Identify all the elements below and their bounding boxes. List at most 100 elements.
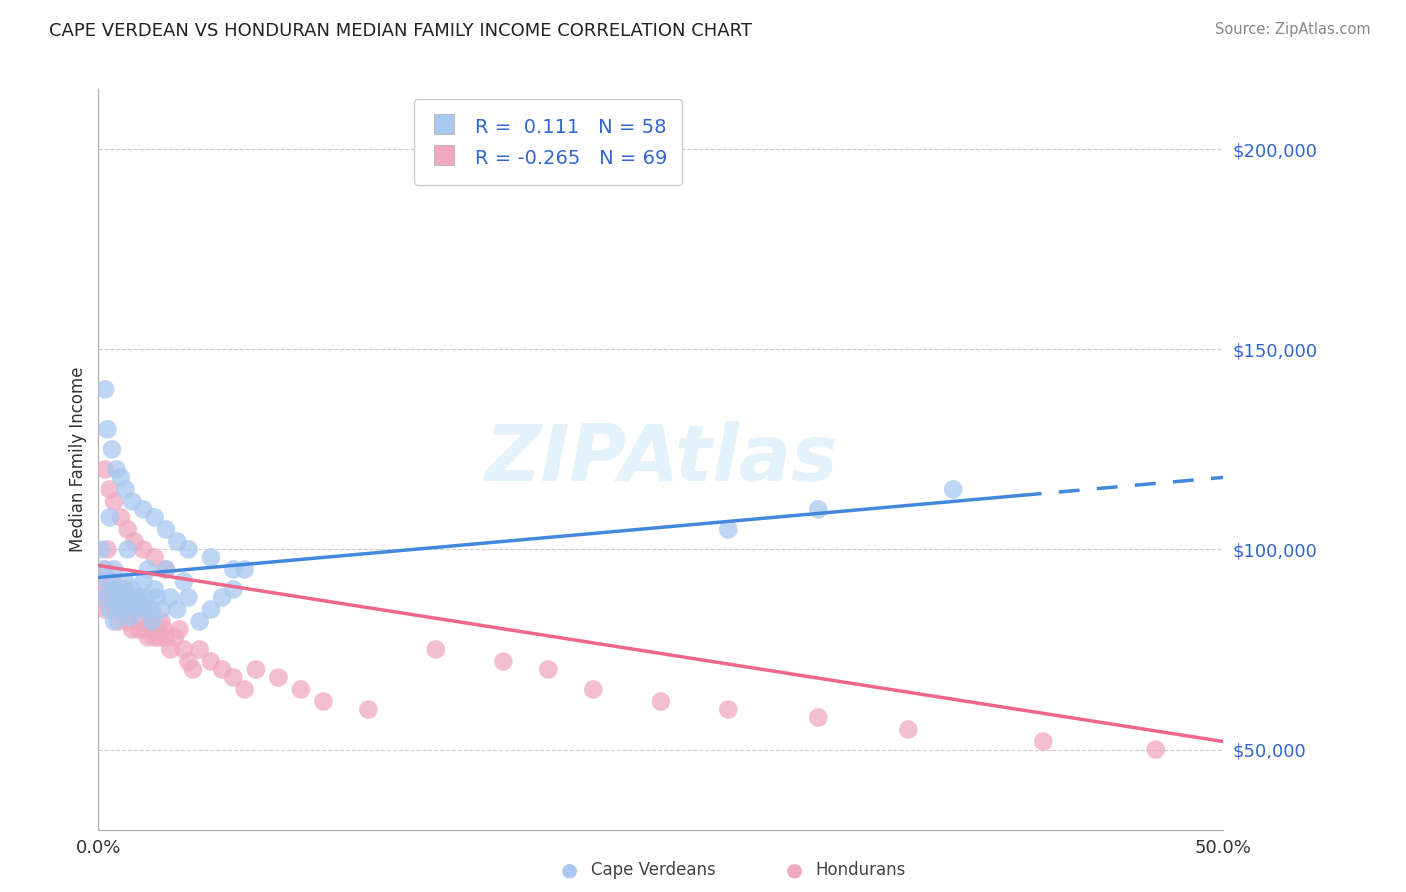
- Point: [177, 655, 200, 669]
- Point: [155, 631, 177, 645]
- Point: [163, 631, 186, 645]
- Point: [125, 599, 148, 613]
- Point: [103, 582, 125, 597]
- Point: [98, 582, 121, 597]
- Point: [152, 623, 174, 637]
- Point: [136, 562, 159, 576]
- Point: [222, 582, 245, 597]
- Point: [169, 623, 191, 637]
- Point: [155, 523, 177, 537]
- Point: [143, 510, 166, 524]
- Point: [118, 602, 141, 616]
- Point: [150, 615, 173, 629]
- Point: [103, 494, 125, 508]
- Point: [94, 462, 117, 476]
- Text: ●: ●: [561, 860, 578, 880]
- Point: [135, 623, 157, 637]
- Point: [166, 534, 188, 549]
- Point: [222, 562, 245, 576]
- Point: [222, 671, 245, 685]
- Point: [146, 623, 169, 637]
- Point: [112, 602, 135, 616]
- Point: [1032, 734, 1054, 748]
- Point: [105, 462, 128, 476]
- Text: ZIPAtlas: ZIPAtlas: [484, 421, 838, 498]
- Point: [1144, 742, 1167, 756]
- Point: [211, 591, 233, 605]
- Point: [98, 591, 121, 605]
- Point: [357, 702, 380, 716]
- Point: [136, 631, 159, 645]
- Point: [807, 710, 830, 724]
- Point: [121, 494, 143, 508]
- Point: [103, 562, 125, 576]
- Point: [124, 594, 146, 608]
- Point: [94, 562, 117, 576]
- Point: [117, 615, 139, 629]
- Point: [101, 574, 124, 589]
- Point: [290, 682, 312, 697]
- Point: [96, 542, 118, 557]
- Point: [101, 442, 124, 457]
- Point: [117, 591, 139, 605]
- Point: [177, 591, 200, 605]
- Point: [107, 615, 129, 629]
- Point: [90, 591, 112, 605]
- Point: [129, 602, 152, 616]
- Point: [114, 582, 136, 597]
- Point: [132, 542, 155, 557]
- Point: [110, 510, 132, 524]
- Point: [173, 642, 195, 657]
- Point: [114, 574, 136, 589]
- Point: [650, 694, 672, 708]
- Point: [110, 582, 132, 597]
- Point: [807, 502, 830, 516]
- Point: [117, 591, 139, 605]
- Text: ●: ●: [786, 860, 803, 880]
- Point: [128, 591, 150, 605]
- Point: [233, 682, 256, 697]
- Point: [101, 582, 124, 597]
- Point: [537, 663, 560, 677]
- Point: [188, 642, 211, 657]
- Point: [267, 671, 290, 685]
- Point: [125, 591, 148, 605]
- Point: [897, 723, 920, 737]
- Point: [124, 602, 146, 616]
- Point: [90, 542, 112, 557]
- Point: [150, 602, 173, 616]
- Text: CAPE VERDEAN VS HONDURAN MEDIAN FAMILY INCOME CORRELATION CHART: CAPE VERDEAN VS HONDURAN MEDIAN FAMILY I…: [49, 22, 752, 40]
- Point: [173, 574, 195, 589]
- Point: [112, 602, 135, 616]
- Point: [942, 483, 965, 497]
- Point: [121, 623, 143, 637]
- Point: [103, 615, 125, 629]
- Point: [117, 523, 139, 537]
- Point: [143, 550, 166, 565]
- Y-axis label: Median Family Income: Median Family Income: [69, 367, 87, 552]
- Point: [128, 623, 150, 637]
- Point: [96, 574, 118, 589]
- Point: [139, 615, 162, 629]
- Point: [110, 591, 132, 605]
- Point: [200, 550, 222, 565]
- Point: [211, 663, 233, 677]
- Point: [139, 602, 162, 616]
- Point: [146, 591, 169, 605]
- Point: [105, 591, 128, 605]
- Point: [91, 574, 114, 589]
- Legend: R =  0.111   N = 58, R = -0.265   N = 69: R = 0.111 N = 58, R = -0.265 N = 69: [415, 99, 682, 186]
- Point: [103, 602, 125, 616]
- Point: [107, 599, 129, 613]
- Point: [143, 631, 166, 645]
- Text: Hondurans: Hondurans: [815, 861, 905, 879]
- Point: [94, 602, 117, 616]
- Point: [105, 591, 128, 605]
- Point: [717, 523, 740, 537]
- Point: [141, 615, 163, 629]
- Point: [110, 470, 132, 484]
- Text: Cape Verdeans: Cape Verdeans: [591, 861, 716, 879]
- Point: [148, 631, 170, 645]
- Point: [94, 382, 117, 396]
- Point: [155, 562, 177, 576]
